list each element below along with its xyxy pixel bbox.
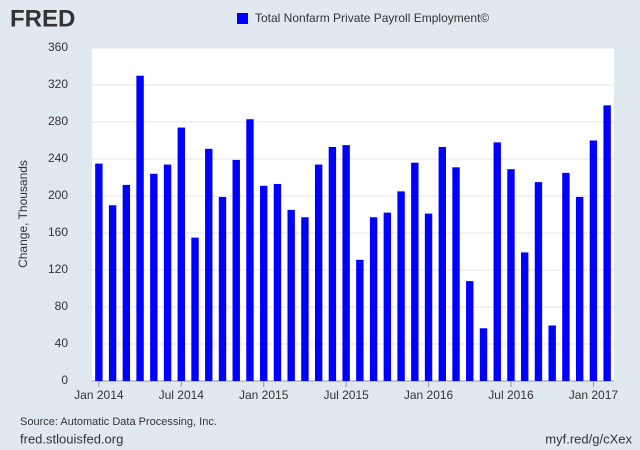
bar xyxy=(575,196,584,381)
bar xyxy=(177,127,185,381)
legend-swatch xyxy=(237,13,248,24)
bar xyxy=(218,196,227,381)
bar xyxy=(493,142,501,381)
link: myf.red/g/cXex xyxy=(545,431,632,446)
y-tick-label: 120 xyxy=(48,262,68,276)
bar xyxy=(205,148,213,381)
site: fred.stlouisfed.org xyxy=(20,431,123,446)
bar xyxy=(342,145,350,381)
bar xyxy=(191,237,199,381)
bar xyxy=(438,146,446,381)
bar xyxy=(424,213,433,381)
bar xyxy=(301,217,309,381)
y-tick-label: 320 xyxy=(48,77,68,91)
y-tick-label: 200 xyxy=(48,188,68,202)
bar xyxy=(548,325,556,381)
bar xyxy=(95,163,103,381)
x-tick-label: Jan 2016 xyxy=(404,388,454,402)
bar xyxy=(273,183,282,381)
bar xyxy=(150,173,158,381)
source: Source: Automatic Data Processing, Inc. xyxy=(20,416,217,428)
x-tick-label: Jul 2015 xyxy=(323,388,369,402)
logo: FRED xyxy=(10,5,75,32)
x-tick-label: Jul 2016 xyxy=(488,388,534,402)
bar xyxy=(232,159,240,381)
bar xyxy=(136,75,144,381)
bar xyxy=(534,182,543,381)
bar xyxy=(507,169,515,381)
y-tick-label: 240 xyxy=(48,151,68,165)
bar xyxy=(369,217,378,381)
x-tick-label: Jan 2014 xyxy=(74,388,124,402)
bar xyxy=(163,164,172,381)
y-tick-label: 360 xyxy=(48,40,68,54)
y-tick-label: 160 xyxy=(48,225,68,239)
bar xyxy=(589,140,598,381)
x-tick-label: Jul 2014 xyxy=(159,388,205,402)
bar xyxy=(466,281,474,381)
bar xyxy=(356,259,364,381)
bar xyxy=(521,252,529,381)
x-tick-label: Jan 2015 xyxy=(239,388,289,402)
y-tick-label: 80 xyxy=(55,299,69,313)
y-tick-label: 0 xyxy=(61,373,68,387)
bar xyxy=(603,105,611,381)
bar xyxy=(108,205,117,381)
bar xyxy=(452,167,460,381)
bar xyxy=(562,172,570,381)
bar xyxy=(328,146,337,381)
legend-label: Total Nonfarm Private Payroll Employment… xyxy=(255,11,489,25)
bar xyxy=(287,209,295,381)
bar xyxy=(411,162,419,381)
y-tick-label: 40 xyxy=(55,336,69,350)
bar xyxy=(479,328,488,381)
bar xyxy=(397,191,405,381)
bar xyxy=(260,185,268,381)
bar xyxy=(314,164,323,381)
bar xyxy=(246,119,254,381)
y-tick-label: 280 xyxy=(48,114,68,128)
bar xyxy=(122,184,131,381)
bar xyxy=(383,212,392,381)
y-axis-label: Change, Thousands xyxy=(16,160,30,268)
x-tick-label: Jan 2017 xyxy=(569,388,619,402)
